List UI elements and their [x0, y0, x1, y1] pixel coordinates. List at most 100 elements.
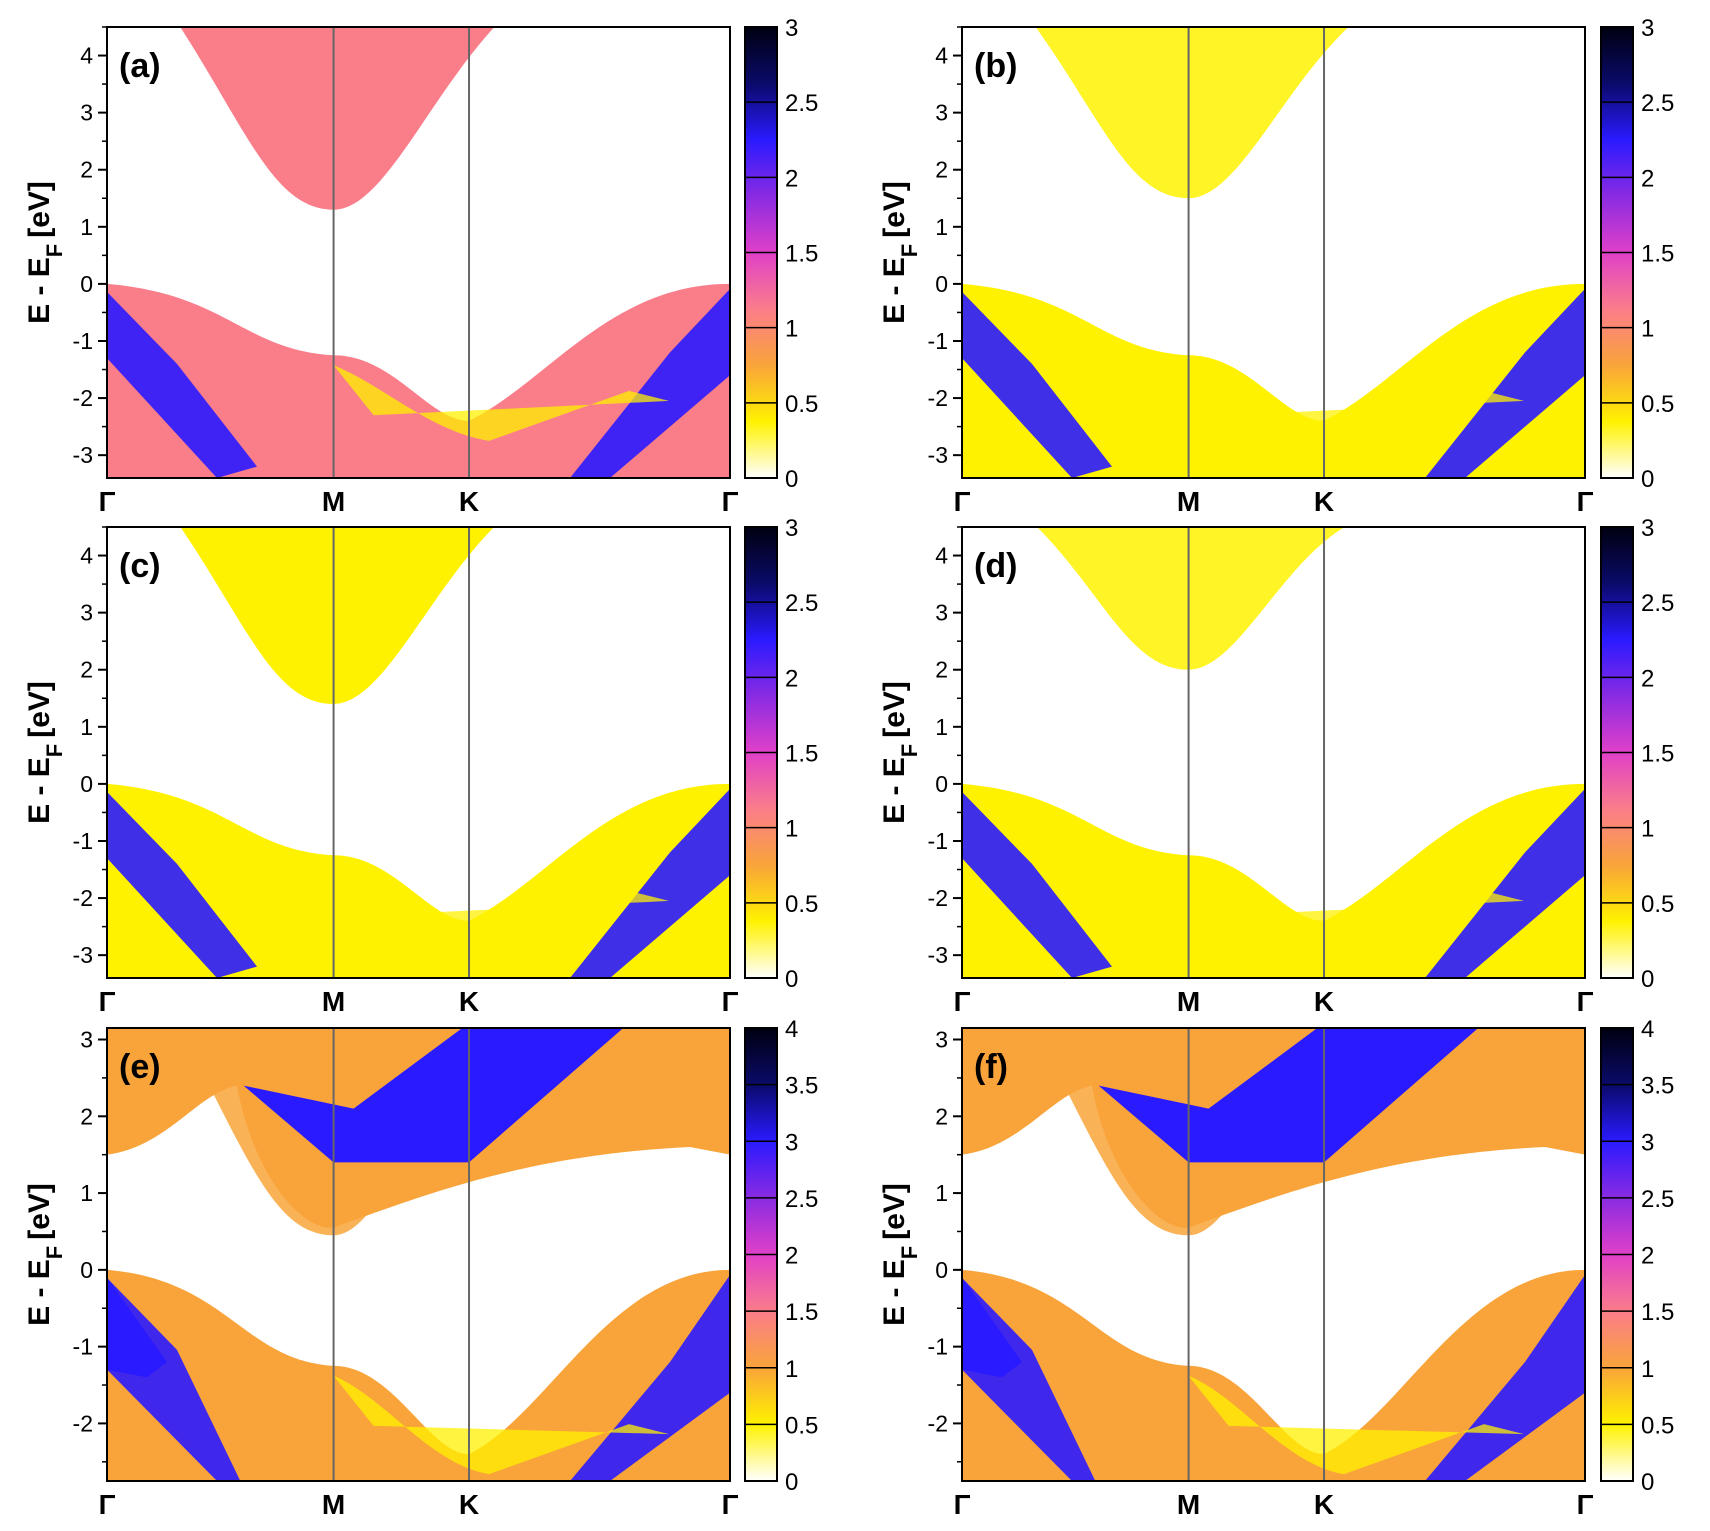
- y-tick-label: 3: [935, 600, 948, 626]
- colorbar-tick-label: 2.5: [785, 90, 818, 117]
- y-axis-label: E - EF[eV]: [878, 681, 922, 824]
- conduction-band: [180, 27, 495, 210]
- y-tick-label: -2: [73, 385, 93, 411]
- kpoint-label: K: [459, 1489, 479, 1520]
- valence-band: [962, 283, 1585, 478]
- kpoint-label: Γ: [99, 486, 116, 517]
- y-tick-label: 0: [935, 1257, 948, 1283]
- panel-label: (a): [119, 47, 161, 85]
- y-tick-label: -2: [928, 1410, 948, 1436]
- colorbar-tick-label: 0: [1641, 966, 1654, 993]
- colorbar-tick-label: 3: [1641, 15, 1654, 42]
- colorbar-tick-label: 0: [1641, 1469, 1654, 1496]
- colorbar-tick-label: 1: [1641, 1356, 1654, 1383]
- colorbar-tick-label: 0.5: [1641, 891, 1674, 918]
- kpoint-label: Γ: [722, 1489, 739, 1520]
- plot-frame: [106, 526, 731, 979]
- colorbar-tick-label: 1.5: [1641, 741, 1674, 768]
- colorbar-tick-label: 1.5: [785, 241, 818, 268]
- colorbar-tick-label: 3: [785, 515, 798, 542]
- kpoint-label: Γ: [99, 986, 116, 1017]
- y-tick-label: 1: [80, 214, 93, 240]
- y-tick-label: 3: [935, 1027, 948, 1053]
- band-light-region: [1188, 865, 1525, 941]
- kpoint-label: Γ: [954, 1489, 971, 1520]
- kpoint-label: K: [459, 986, 479, 1017]
- colorbar: 3 2.5 2 1.5 1 0.5 0: [1600, 15, 1674, 493]
- y-tick-label: 1: [935, 214, 948, 240]
- panel-label: (b): [974, 47, 1017, 85]
- colorbar-tick-label: 0.5: [785, 1412, 818, 1439]
- band-light-region: [1188, 365, 1525, 441]
- y-tick-label: 1: [80, 714, 93, 740]
- y-tick-label: 1: [935, 1180, 948, 1206]
- kpoint-label: M: [322, 486, 345, 517]
- y-tick-label: 2: [935, 657, 948, 683]
- band-region: [107, 527, 730, 978]
- band-light-region: [1188, 1375, 1525, 1475]
- kpoint-label: M: [1177, 486, 1200, 517]
- kpoint-label: M: [322, 986, 345, 1017]
- band-streak-gamma-left: [107, 791, 257, 978]
- y-tick-label: 4: [935, 543, 948, 569]
- colorbar-tick-label: 0.5: [785, 891, 818, 918]
- y-axis-label: E - EF[eV]: [23, 681, 67, 824]
- panel-f: 3 2 1 0 -1 -2 E - EF[eV] Γ M K Γ (f) 4 3.5 3 2.5 2 1.5 1 0.…: [878, 1016, 1674, 1520]
- plot-frame: [961, 1027, 1586, 1482]
- y-tick-label: -1: [928, 828, 948, 854]
- colorbar-tick-label: 2: [785, 665, 798, 692]
- band-streak-gamma-right: [570, 288, 730, 478]
- band-streak-gamma-right: [1425, 288, 1585, 478]
- kpoint-label: M: [322, 1489, 345, 1520]
- band-region: [962, 1028, 1585, 1481]
- y-tick-label: -2: [73, 1410, 93, 1436]
- colorbar: 3 2.5 2 1.5 1 0.5 0: [1600, 515, 1674, 993]
- band-streak-gamma-right: [1425, 788, 1585, 978]
- y-tick-label: -3: [928, 442, 948, 468]
- y-tick-label: 1: [80, 1180, 93, 1206]
- y-tick-label: 2: [935, 157, 948, 183]
- y-tick-label: 3: [80, 1027, 93, 1053]
- colorbar-tick-label: 2: [785, 165, 798, 192]
- colorbar-tick-label: 0: [785, 1469, 798, 1496]
- kpoint-label: K: [459, 486, 479, 517]
- kpoint-label: M: [1177, 1489, 1200, 1520]
- colorbar-tick-label: 2.5: [1641, 1186, 1674, 1213]
- y-tick-label: 2: [80, 157, 93, 183]
- panel-c: 4 3 2 1 0 -1 -2 -3 E - EF[eV] Γ M K Γ (c) 3 2.5 2 1.5 1 0.5…: [23, 515, 818, 1017]
- kpoint-label: Γ: [954, 486, 971, 517]
- valence-band: [962, 1269, 1585, 1481]
- colorbar-tick-label: 2: [1641, 665, 1654, 692]
- y-tick-label: 0: [80, 271, 93, 297]
- panel-e: 3 2 1 0 -1 -2 E - EF[eV] Γ M K Γ (e) 4 3.5 3 2.5 2 1.5 1 0.…: [23, 1016, 818, 1520]
- kpoint-label: M: [1177, 986, 1200, 1017]
- y-axis-label: E - EF[eV]: [23, 1183, 67, 1326]
- y-axis-label: E - EF[eV]: [23, 181, 67, 324]
- y-tick-label: 4: [935, 43, 948, 69]
- panel-label: (d): [974, 547, 1017, 585]
- panel-label: (e): [119, 1048, 161, 1086]
- band-region: [107, 27, 730, 478]
- kpoint-label: Γ: [1577, 486, 1594, 517]
- conduction-band: [1035, 27, 1349, 199]
- colorbar-tick-label: 2: [1641, 1243, 1654, 1270]
- colorbar-tick-label: 1.5: [785, 741, 818, 768]
- plot-frame: [106, 26, 731, 479]
- band-light-region: [333, 865, 670, 941]
- kpoint-label: Γ: [1577, 1489, 1594, 1520]
- colorbar-tick-label: 4: [1641, 1016, 1654, 1043]
- band-streak-gamma-right: [570, 1274, 730, 1481]
- band-light-region: [333, 365, 670, 441]
- colorbar-tick-label: 1: [785, 816, 798, 843]
- colorbar-tick-label: 2.5: [1641, 590, 1674, 617]
- y-tick-label: -1: [928, 1334, 948, 1360]
- y-axis-label: E - EF[eV]: [878, 181, 922, 324]
- y-tick-label: 0: [80, 771, 93, 797]
- y-tick-label: 4: [80, 543, 93, 569]
- colorbar-tick-label: 1.5: [785, 1299, 818, 1326]
- y-tick-label: -3: [73, 442, 93, 468]
- colorbar-tick-label: 0: [785, 966, 798, 993]
- y-tick-label: 0: [935, 271, 948, 297]
- upper-band-dense-region: [1098, 1028, 1479, 1163]
